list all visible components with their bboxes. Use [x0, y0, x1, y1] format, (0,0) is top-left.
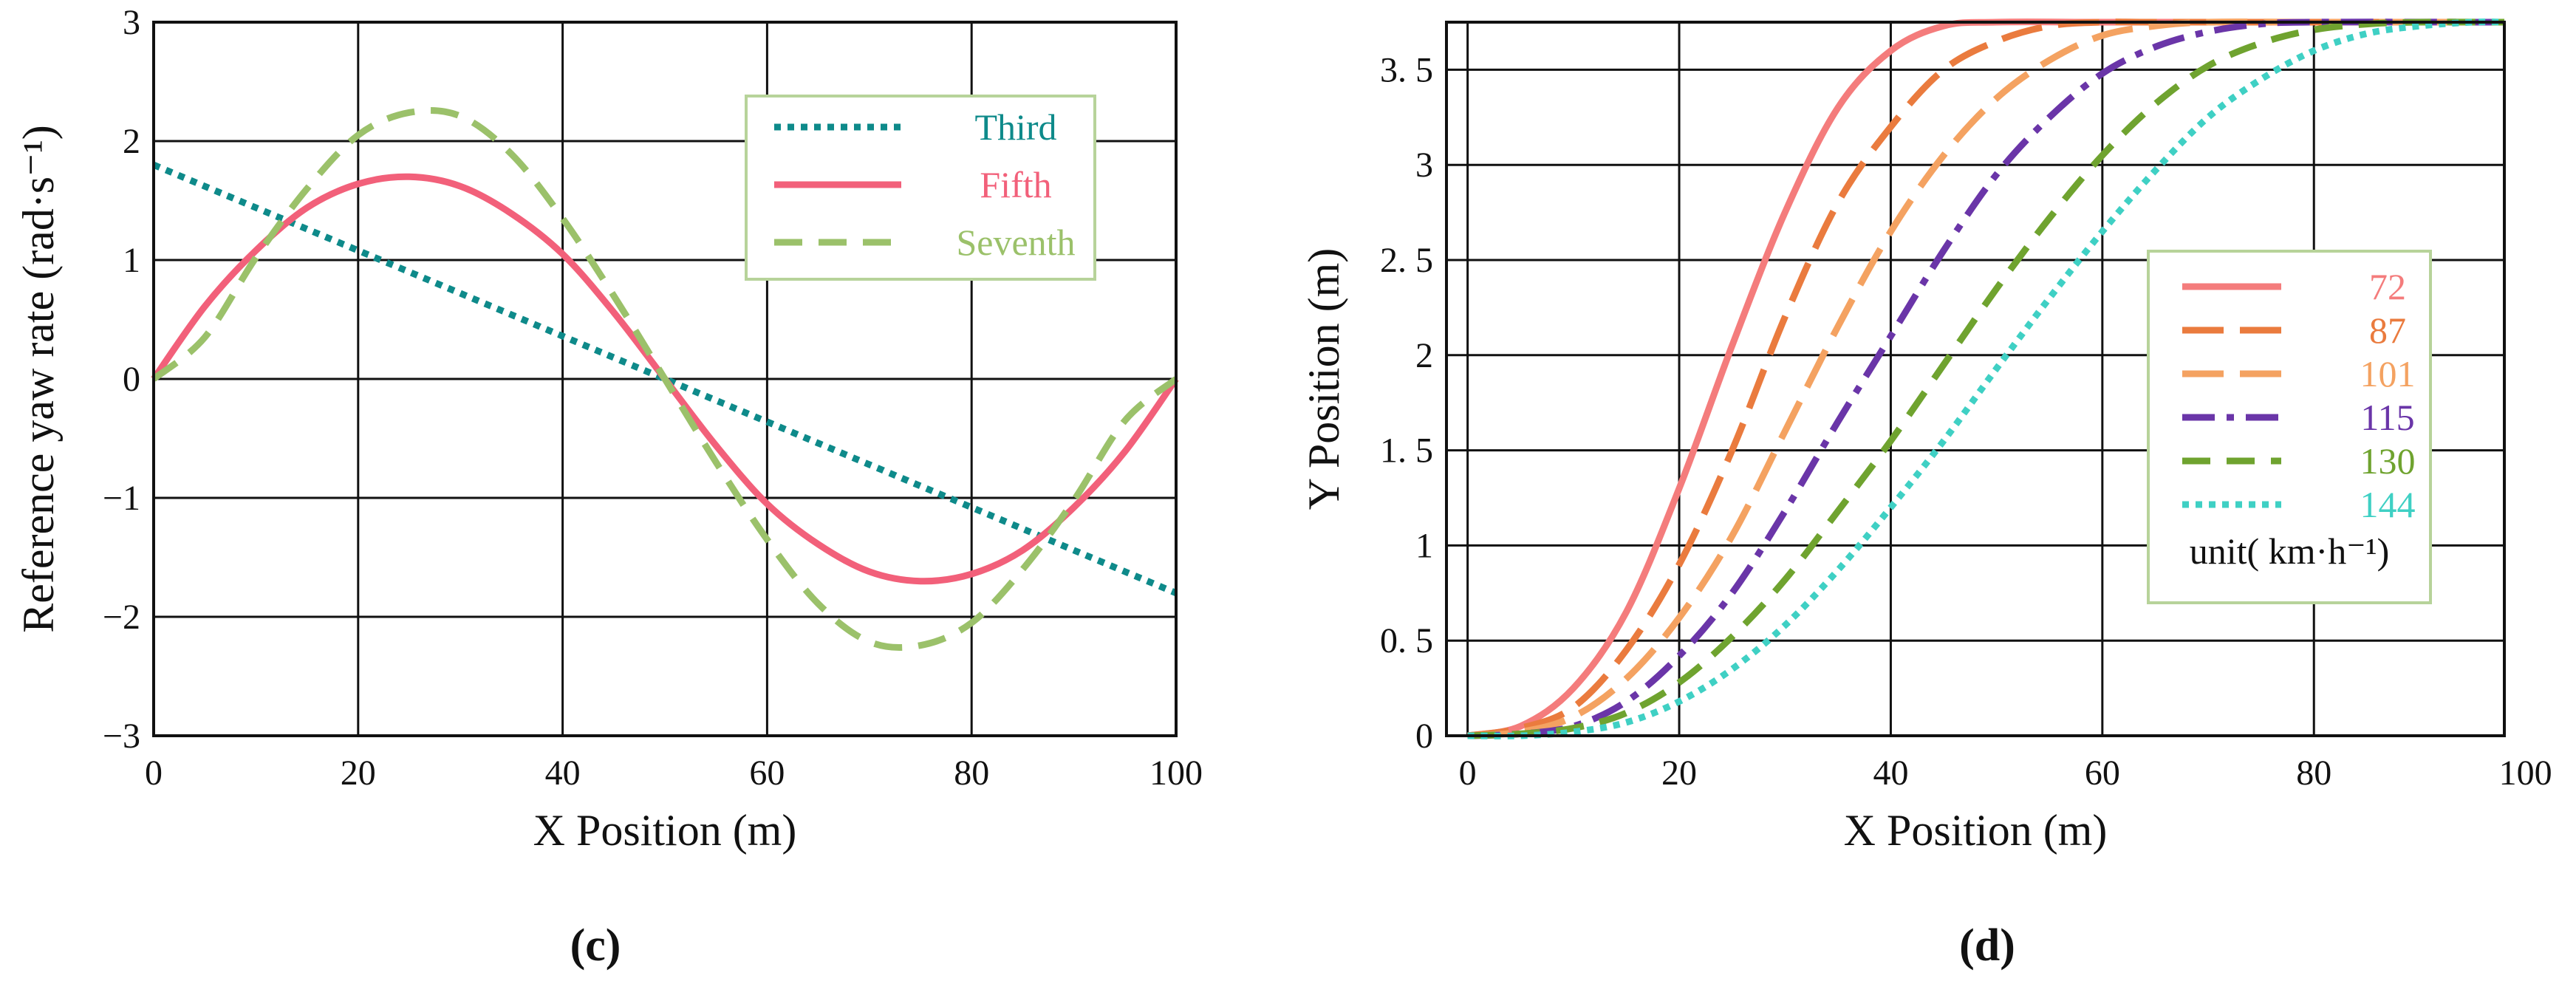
plot-frame — [1445, 21, 2506, 737]
y-tick-label: 2 — [123, 122, 140, 161]
series-line-101 — [1467, 18, 2504, 739]
y-tick-label: 0 — [123, 360, 140, 399]
series-line-130 — [1467, 18, 2505, 739]
legend: Third Fifth Seventh — [745, 95, 1096, 281]
legend-label-115: 115 — [2360, 397, 2414, 438]
series-line-144 — [1467, 18, 2505, 739]
y-tick-label: 3. 5 — [1380, 50, 1433, 89]
legend-label-fifth: Fifth — [980, 164, 1051, 205]
y-tick-label: 1. 5 — [1380, 431, 1433, 471]
y-tick-label: 1 — [123, 241, 140, 280]
chart-panel-c: 0 20 40 60 80 100 −3 −2 −1 0 1 2 3 X Position (m) Refe… — [14, 3, 1203, 971]
series-line-third — [152, 162, 1178, 596]
y-axis-title: Reference yaw rate (rad·s⁻¹) — [14, 125, 63, 633]
x-tick-label: 60 — [2085, 753, 2120, 793]
y-tick-label: −1 — [103, 479, 140, 518]
series-line-115 — [1467, 18, 2505, 739]
panel-label: (c) — [570, 920, 621, 971]
legend-label-third: Third — [974, 106, 1056, 148]
panel-label: (d) — [1959, 920, 2015, 971]
chart-panel-d: 0 20 40 60 80 100 0 0. 5 1 1. 5 2 2. 5 3 3. 5 X Positi… — [1299, 18, 2552, 971]
y-tick-label: 2. 5 — [1380, 241, 1433, 280]
y-tick-label: 1 — [1415, 526, 1433, 565]
series-line-seventh — [151, 107, 1178, 651]
legend-unit-note: unit( km·h⁻¹) — [2190, 530, 2390, 572]
legend-label-130: 130 — [2360, 440, 2416, 482]
panel-label-letter: c — [585, 920, 606, 971]
y-tick-label: 0. 5 — [1380, 621, 1433, 660]
x-tick-label: 80 — [2296, 753, 2331, 793]
x-tick-label: 100 — [1149, 753, 1203, 793]
x-axis-title: X Position (m) — [533, 806, 797, 855]
legend-label-101: 101 — [2360, 353, 2416, 394]
x-tick-label: 0 — [1459, 753, 1477, 793]
y-tick-label: −3 — [103, 717, 140, 756]
x-tick-label: 20 — [1661, 753, 1697, 793]
legend-label-seventh: Seventh — [956, 222, 1075, 263]
x-axis-title: X Position (m) — [1844, 806, 2108, 855]
x-tick-label: 40 — [1873, 753, 1908, 793]
x-tick-label: 60 — [749, 753, 785, 793]
legend-box — [2147, 250, 2432, 604]
x-tick-label: 100 — [2499, 753, 2552, 793]
legend-label-72: 72 — [2369, 266, 2406, 307]
x-tick-label: 20 — [341, 753, 376, 793]
y-tick-label: 3 — [123, 3, 140, 42]
y-axis-title: Y Position (m) — [1299, 248, 1348, 510]
x-tick-label: 40 — [545, 753, 581, 793]
x-tick-label: 80 — [954, 753, 989, 793]
panel-label-letter: d — [1975, 920, 2000, 971]
y-tick-label: 3 — [1415, 146, 1433, 185]
x-tick-label: 0 — [145, 753, 163, 793]
y-tick-label: 2 — [1415, 336, 1433, 375]
legend-label-144: 144 — [2360, 484, 2416, 525]
series-line-87 — [1467, 18, 2504, 739]
legend-label-87: 87 — [2369, 310, 2406, 351]
plot-frame — [152, 21, 1178, 737]
y-tick-label: 0 — [1415, 717, 1433, 756]
y-tick-label: −2 — [103, 598, 140, 637]
